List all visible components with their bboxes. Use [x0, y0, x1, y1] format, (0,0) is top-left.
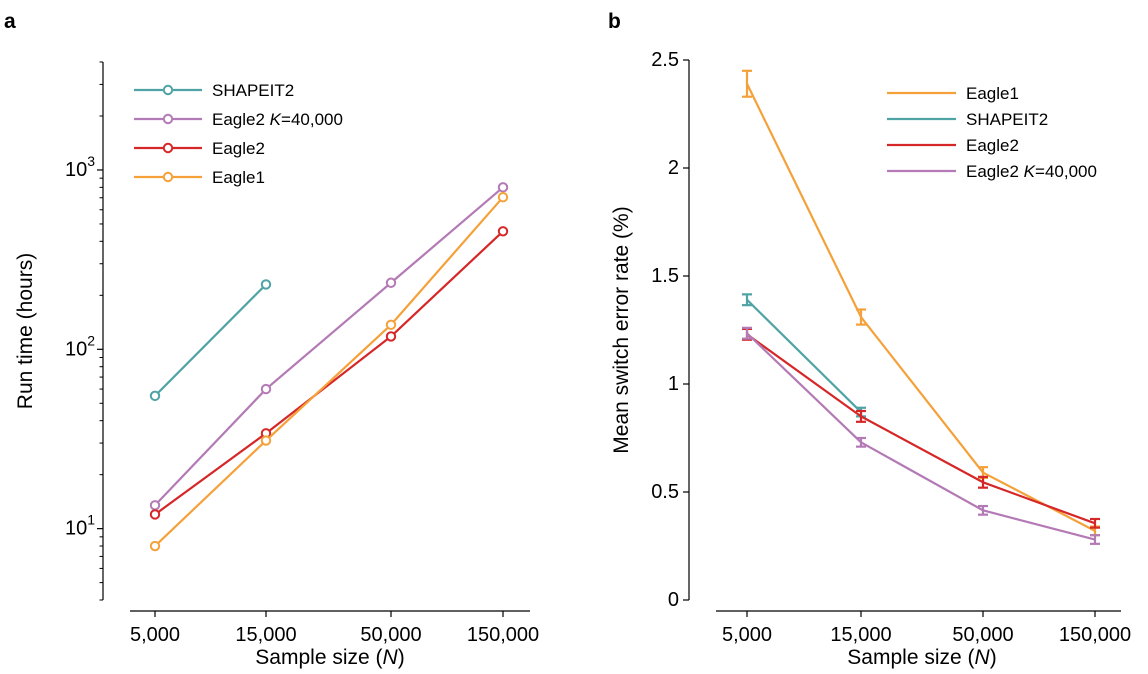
data-point-eagle2	[385, 331, 397, 342]
x-tick-label: 5,000	[722, 624, 772, 646]
data-point-eagle2-k-40-000	[497, 182, 509, 193]
y-axis-title: Run time (hours)	[14, 253, 37, 409]
y-tick-label: 0.5	[651, 481, 679, 503]
legend-label-eagle2: Eagle2	[966, 136, 1019, 155]
y-tick-label: 2	[668, 157, 679, 179]
series-line-eagle2-k-40-000	[154, 186, 504, 507]
chart-panel-b: 0 0.5 1 1.5 2 2.5 5,000 15,000 50,000 150,000 Samp…	[610, 49, 1131, 669]
data-point-shapeit2	[260, 279, 272, 290]
y-tick-label: 2.5	[651, 49, 679, 71]
legend-marker-eagle2-k-40-000	[162, 113, 174, 125]
legend-label-eagle2-k-40-000: Eagle2 K=40,000	[212, 110, 343, 129]
y-tick-label: 1	[668, 373, 679, 395]
data-point-eagle1	[385, 319, 397, 330]
x-tick-label: 5,000	[130, 624, 180, 646]
series-line-eagle2-k-40-000	[746, 332, 1096, 541]
data-point-eagle2	[497, 226, 509, 237]
x-axis-title: Sample size (N)	[255, 646, 404, 669]
series-line-eagle1	[746, 83, 1096, 532]
data-point-eagle2-k-40-000	[260, 383, 272, 395]
series-line-shapeit2	[154, 283, 267, 397]
legend-marker-shapeit2	[162, 84, 174, 96]
y-tick-label: 101	[65, 512, 95, 540]
x-axis-title: Sample size (N)	[847, 646, 996, 669]
series-line-eagle2	[746, 333, 1096, 525]
legend-label-eagle2-k-40-000: Eagle2 K=40,000	[966, 162, 1097, 181]
data-point-eagle2-k-40-000	[149, 500, 161, 511]
data-point-eagle2	[149, 509, 161, 520]
x-tick-label: 50,000	[952, 624, 1013, 646]
legend-label-eagle1: Eagle1	[212, 168, 265, 187]
y-tick-label: 103	[65, 153, 95, 181]
data-point-eagle2-k-40-000	[385, 277, 397, 288]
series-line-shapeit2	[746, 298, 862, 413]
series-line-eagle2	[154, 230, 504, 516]
y-tick-label: 0	[668, 589, 679, 611]
y-tick-label: 1.5	[651, 265, 679, 287]
chart-panel-a: 101 102 103 5,000 15,000 50,000 150,000 Sample …	[14, 61, 539, 669]
x-tick-label: 150,000	[1059, 624, 1131, 646]
data-point-eagle1	[497, 191, 509, 203]
y-axis-title: Mean switch error rate (%)	[610, 206, 633, 453]
panel-letter-b: b	[608, 10, 621, 33]
x-tick-label: 15,000	[830, 624, 891, 646]
legend-label-shapeit2: SHAPEIT2	[212, 81, 294, 100]
legend-marker-eagle2	[162, 142, 174, 154]
panel-letter-a: a	[4, 10, 16, 33]
legend-label-eagle1: Eagle1	[966, 84, 1019, 103]
legend-label-shapeit2: SHAPEIT2	[966, 110, 1048, 129]
series-line-eagle1	[154, 196, 504, 547]
legend-marker-eagle1	[162, 171, 174, 183]
legend-label-eagle2: Eagle2	[212, 139, 265, 158]
x-tick-label: 150,000	[467, 624, 539, 646]
y-tick-label: 102	[65, 332, 95, 360]
data-point-eagle1	[260, 435, 272, 446]
data-point-shapeit2	[149, 390, 161, 402]
x-tick-label: 50,000	[360, 624, 421, 646]
data-point-eagle1	[149, 540, 161, 552]
x-tick-label: 15,000	[235, 624, 296, 646]
